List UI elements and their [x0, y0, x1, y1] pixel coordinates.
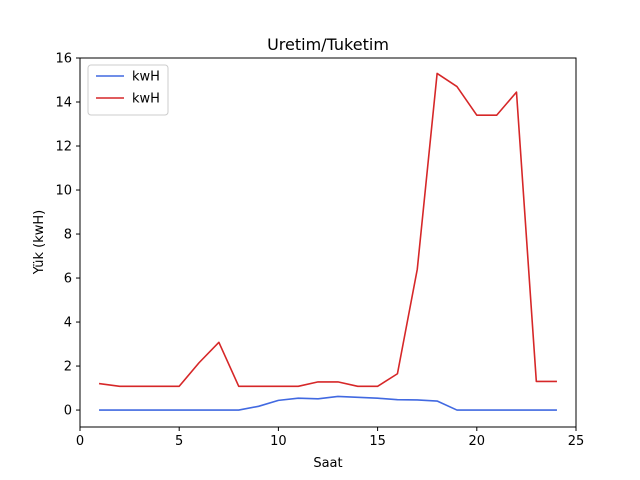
y-axis-label: Yük (kwH)	[32, 210, 47, 275]
legend-box	[87, 64, 169, 116]
plot-frame	[79, 57, 577, 428]
y-tick-label: 10	[55, 184, 72, 199]
y-axis: 0 2 4 6 8 10 12 14 16	[55, 52, 80, 419]
y-tick-label: 8	[64, 228, 72, 243]
y-tick-label: 14	[55, 96, 72, 111]
x-tick-label: 0	[76, 434, 84, 449]
y-tick-label: 0	[64, 404, 72, 419]
plot-area	[98, 72, 557, 411]
series-line-1	[99, 395, 557, 411]
x-axis: 0 5 10 15 20 25	[76, 427, 584, 449]
legend: kwH kwH	[87, 64, 169, 116]
y-tick-label: 2	[64, 360, 72, 375]
chart-title: Uretim/Tuketim	[267, 35, 389, 54]
y-tick-label: 4	[64, 316, 72, 331]
x-tick-label: 5	[175, 434, 183, 449]
y-tick-label: 16	[55, 52, 72, 67]
y-tick-label: 6	[64, 272, 72, 287]
x-tick-label: 25	[568, 434, 585, 449]
legend-label-2: kwH	[132, 92, 160, 107]
x-tick-label: 20	[469, 434, 486, 449]
series-line-2	[98, 72, 557, 388]
y-tick-label: 12	[55, 140, 72, 155]
legend-label-1: kwH	[132, 70, 160, 85]
x-tick-label: 15	[369, 434, 386, 449]
x-tick-label: 10	[270, 434, 287, 449]
x-axis-label: Saat	[313, 456, 342, 471]
